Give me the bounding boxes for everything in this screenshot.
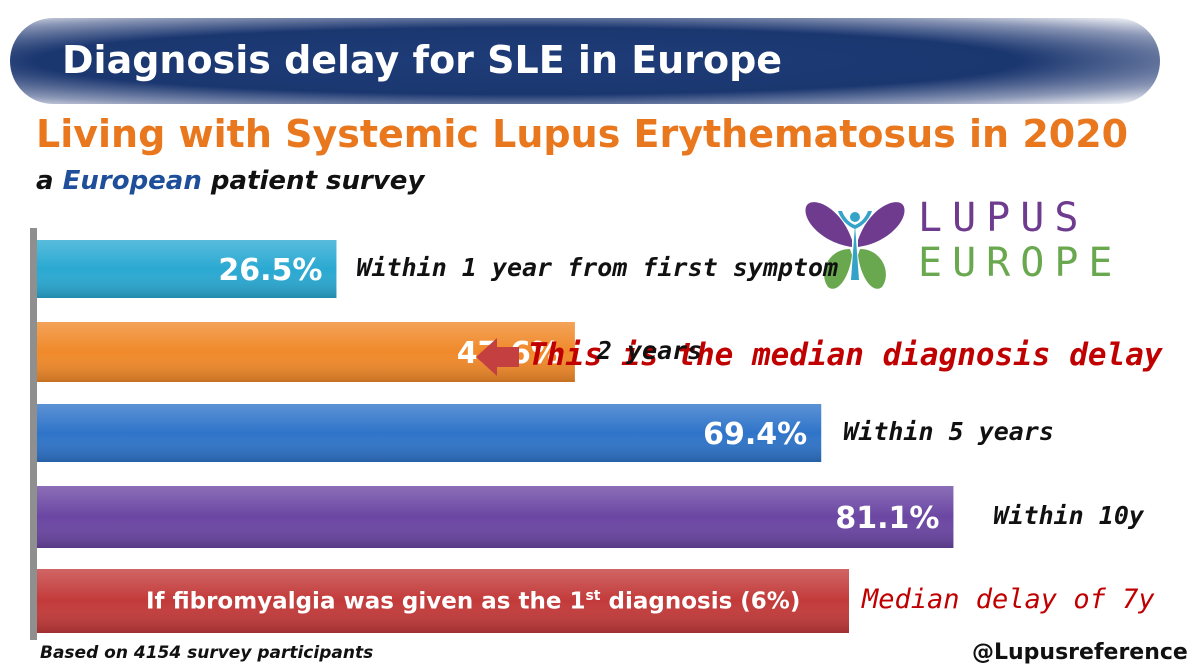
survey-subtitle: a European patient survey xyxy=(36,166,424,196)
category-label: 2 years xyxy=(596,336,703,365)
bar-shade-3 xyxy=(37,404,822,462)
category-label: Within 1 year from first symptom xyxy=(356,253,839,282)
footnote: Based on 4154 survey participants xyxy=(40,643,374,663)
title-banner xyxy=(10,18,1160,104)
category-label: Within 10y xyxy=(993,501,1144,530)
author-handle: @Lupusreference xyxy=(972,640,1188,665)
fibromyalgia-text-sup: st xyxy=(585,588,601,604)
logo-text-lupus: LUPUS xyxy=(918,195,1089,241)
butterfly-icon xyxy=(805,202,905,289)
fibromyalgia-bar-shade xyxy=(37,569,849,633)
subtitle-accent: European xyxy=(62,166,202,196)
fibromyalgia-note: Median delay of 7y xyxy=(862,584,1155,615)
lupus-europe-logo: LUPUS EUROPE xyxy=(800,195,1130,295)
fibromyalgia-text-post: diagnosis (6%) xyxy=(600,588,801,615)
category-label: Within 5 years xyxy=(843,417,1054,446)
subtitle-prefix: a xyxy=(36,166,63,196)
median-arrow-icon xyxy=(476,338,519,376)
subtitle-suffix: patient survey xyxy=(201,166,425,196)
bar-value-label: 26.5% xyxy=(218,253,322,288)
bar-value-label: 69.4% xyxy=(703,417,807,452)
bar-value-label: 81.1% xyxy=(835,501,939,536)
median-annotation: This is the median diagnosis delay xyxy=(528,337,1163,373)
fibromyalgia-bar-label: If fibromyalgia was given as the 1st dia… xyxy=(146,588,800,615)
bar-shade-1 xyxy=(37,240,337,298)
page-title: Diagnosis delay for SLE in Europe xyxy=(62,38,783,82)
chart-axis xyxy=(30,228,37,640)
fibromyalgia-text-pre: If fibromyalgia was given as the 1 xyxy=(146,588,586,615)
bar-shade-4 xyxy=(37,486,954,548)
survey-title: Living with Systemic Lupus Erythematosus… xyxy=(36,112,1129,156)
logo-text-europe: EUROPE xyxy=(918,240,1123,286)
